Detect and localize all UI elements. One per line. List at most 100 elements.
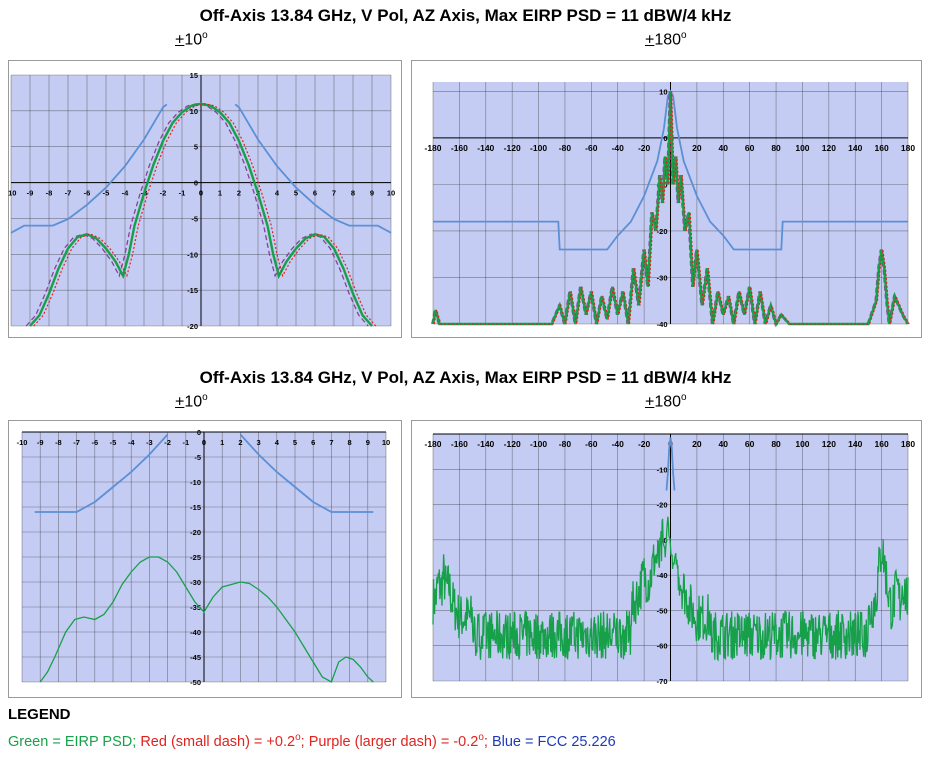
x-tick-label: -100 bbox=[530, 143, 547, 153]
x-tick-label: 100 bbox=[795, 439, 809, 449]
y-tick-label: -25 bbox=[190, 553, 201, 562]
y-tick-label: 10 bbox=[659, 87, 667, 96]
x-tick-label: -120 bbox=[504, 143, 521, 153]
x-tick-label: -180 bbox=[424, 439, 441, 449]
x-tick-label: 8 bbox=[351, 189, 355, 198]
x-tick-label: 2 bbox=[237, 189, 241, 198]
chart-bottom-right: -180 -160 -140 -120 -100 -80 -60 -40 -20 0 20 40 60 8… bbox=[411, 420, 922, 698]
x-tick-label: -60 bbox=[585, 439, 598, 449]
x-tick-label: -5 bbox=[110, 438, 117, 447]
x-tick-label: 120 bbox=[822, 439, 836, 449]
y-tick-label: -40 bbox=[190, 628, 201, 637]
x-tick-label: -140 bbox=[477, 143, 494, 153]
x-tick-label: 120 bbox=[822, 143, 836, 153]
series-eirp-psd bbox=[432, 516, 909, 662]
legend-green: Green = EIRP PSD; bbox=[8, 733, 137, 750]
x-tick-label: 1 bbox=[218, 189, 222, 198]
chart-top-left: -10-9-8-7-6-5-4-3-2-1012345678910151050-… bbox=[8, 60, 402, 338]
x-tick-label: -8 bbox=[55, 438, 62, 447]
x-tick-label: -9 bbox=[37, 438, 44, 447]
x-tick-label: -6 bbox=[91, 438, 98, 447]
x-tick-label: 6 bbox=[311, 438, 315, 447]
x-tick-label: 10 bbox=[387, 189, 395, 198]
x-tick-label: -2 bbox=[164, 438, 171, 447]
x-tick-label: -3 bbox=[146, 438, 153, 447]
x-tick-label: -160 bbox=[451, 439, 468, 449]
y-tick-label: 10 bbox=[190, 107, 198, 116]
x-tick-label: -180 bbox=[424, 143, 441, 153]
y-tick-label: -30 bbox=[190, 578, 201, 587]
legend-purple: Purple (larger dash) = -0.2o; bbox=[308, 732, 488, 750]
subtitle-bottom-right: +180o bbox=[645, 392, 687, 411]
x-tick-label: -20 bbox=[638, 439, 651, 449]
series-plus-0.2 bbox=[433, 91, 910, 326]
legend-line: Green = EIRP PSD; Red (small dash) = +0.… bbox=[8, 732, 616, 750]
y-tick-label: -20 bbox=[190, 528, 201, 537]
x-tick-label: 2 bbox=[238, 438, 242, 447]
x-tick-label: 7 bbox=[329, 438, 333, 447]
x-tick-label: 140 bbox=[848, 143, 862, 153]
y-tick-label: -60 bbox=[657, 642, 668, 651]
y-tick-label: -15 bbox=[187, 286, 198, 295]
y-tick-label: -10 bbox=[657, 465, 668, 474]
y-tick-label: 0 bbox=[663, 134, 667, 143]
x-tick-label: 140 bbox=[848, 439, 862, 449]
x-tick-label: -4 bbox=[128, 438, 135, 447]
series-fcc-25-226 bbox=[34, 433, 169, 513]
subtitle-bottom-left: +10o bbox=[175, 392, 208, 411]
x-tick-label: -9 bbox=[27, 189, 34, 198]
subtitle-top-left: +10o bbox=[175, 30, 208, 49]
x-tick-label: 0 bbox=[199, 189, 203, 198]
y-tick-label: -5 bbox=[194, 453, 201, 462]
x-tick-label: -120 bbox=[504, 439, 521, 449]
x-tick-label: 4 bbox=[275, 189, 280, 198]
x-tick-label: 6 bbox=[313, 189, 317, 198]
legend-red: Red (small dash) = +0.2o; bbox=[140, 732, 305, 750]
y-tick-label: -15 bbox=[190, 503, 201, 512]
y-tick-label: -50 bbox=[190, 678, 201, 687]
series-eirp-psd bbox=[29, 102, 373, 327]
x-tick-label: 10 bbox=[382, 438, 390, 447]
x-tick-label: -20 bbox=[638, 143, 651, 153]
x-tick-label: 60 bbox=[745, 143, 755, 153]
x-tick-label: 7 bbox=[332, 189, 336, 198]
legend-blue: Blue = FCC 25.226 bbox=[491, 733, 616, 750]
x-tick-label: 20 bbox=[692, 439, 702, 449]
x-tick-label: 9 bbox=[366, 438, 370, 447]
y-tick-label: -5 bbox=[191, 214, 198, 223]
legend-heading: LEGEND bbox=[8, 706, 71, 723]
y-tick-label: -70 bbox=[657, 677, 668, 686]
x-tick-label: 80 bbox=[771, 439, 781, 449]
x-tick-label: 40 bbox=[719, 439, 729, 449]
x-tick-label: 8 bbox=[348, 438, 352, 447]
y-tick-label: -20 bbox=[657, 501, 668, 510]
x-tick-label: -60 bbox=[585, 143, 598, 153]
x-tick-label: -8 bbox=[46, 189, 53, 198]
y-tick-label: -10 bbox=[187, 250, 198, 259]
x-tick-label: -10 bbox=[8, 189, 16, 198]
x-tick-label: 80 bbox=[771, 143, 781, 153]
y-tick-label: -30 bbox=[657, 273, 668, 282]
x-tick-label: 160 bbox=[875, 439, 889, 449]
series-fcc-25-226 bbox=[10, 103, 168, 234]
y-tick-label: 15 bbox=[190, 71, 198, 80]
x-tick-label: -160 bbox=[451, 143, 468, 153]
series-plus-0.2 bbox=[33, 103, 377, 327]
x-tick-label: 0 bbox=[202, 438, 206, 447]
x-tick-label: -40 bbox=[612, 143, 625, 153]
x-tick-label: 5 bbox=[294, 189, 298, 198]
x-tick-label: -7 bbox=[73, 438, 80, 447]
y-tick-label: -10 bbox=[190, 478, 201, 487]
x-tick-label: 100 bbox=[795, 143, 809, 153]
series-eirp-psd bbox=[39, 556, 374, 683]
x-tick-label: 20 bbox=[692, 143, 702, 153]
subtitle-top-right: +180o bbox=[645, 30, 687, 49]
x-tick-label: -40 bbox=[612, 439, 625, 449]
x-tick-label: 180 bbox=[901, 439, 915, 449]
chart-top-right: -180 -160 -140 -120 -100 -80 -60 -40 -20 0 20 40 60 8… bbox=[411, 60, 922, 338]
x-tick-label: 40 bbox=[719, 143, 729, 153]
y-tick-label: 0 bbox=[194, 179, 198, 188]
x-tick-label: 5 bbox=[293, 438, 297, 447]
x-tick-label: -80 bbox=[559, 439, 572, 449]
y-tick-label: -40 bbox=[657, 320, 668, 329]
